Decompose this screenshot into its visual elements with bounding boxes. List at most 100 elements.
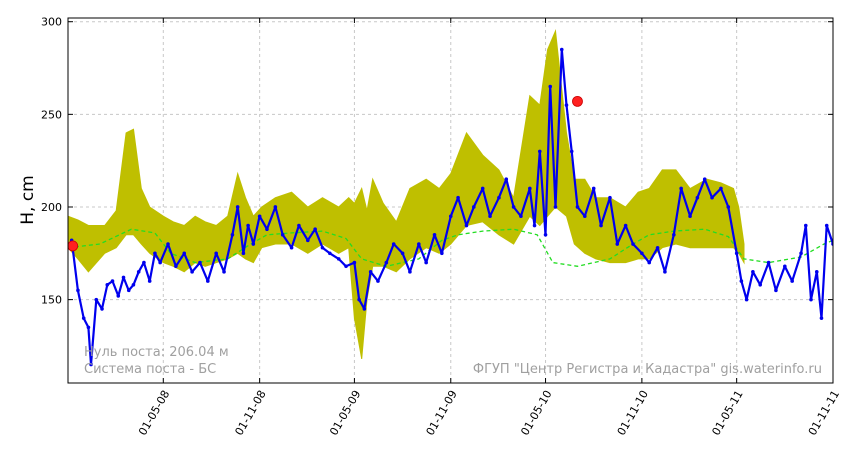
observed-point bbox=[488, 214, 492, 219]
observed-point bbox=[688, 214, 692, 219]
observed-point bbox=[564, 103, 569, 107]
observed-point bbox=[790, 279, 794, 283]
observed-point bbox=[783, 264, 787, 269]
observed-point bbox=[313, 227, 317, 232]
observed-point bbox=[273, 205, 278, 209]
observed-point bbox=[472, 205, 476, 209]
observed-point bbox=[158, 260, 162, 265]
observed-point bbox=[241, 251, 246, 256]
observed-point bbox=[100, 307, 104, 311]
observed-point bbox=[726, 205, 731, 209]
observed-point bbox=[569, 149, 574, 154]
observed-point bbox=[174, 264, 178, 269]
observed-point bbox=[511, 205, 516, 209]
observed-point bbox=[352, 260, 357, 265]
observed-point bbox=[265, 227, 269, 232]
observed-point bbox=[631, 242, 635, 246]
observed-point bbox=[182, 251, 187, 256]
observed-point bbox=[548, 84, 553, 89]
observed-point bbox=[824, 223, 829, 228]
y-tick-label: 250 bbox=[41, 108, 62, 121]
observed-point bbox=[774, 288, 778, 293]
height-system-note: Система поста - БС bbox=[84, 362, 216, 377]
observed-point bbox=[575, 205, 580, 209]
observed-point bbox=[679, 186, 683, 191]
observed-point bbox=[803, 223, 808, 228]
observed-point bbox=[368, 270, 373, 274]
observed-point bbox=[663, 270, 667, 274]
observed-point bbox=[320, 245, 325, 250]
observed-point bbox=[76, 288, 80, 293]
observed-point bbox=[583, 214, 587, 219]
observed-point bbox=[543, 232, 548, 237]
observed-point bbox=[710, 195, 714, 200]
observed-point bbox=[608, 195, 612, 200]
observed-point bbox=[695, 195, 700, 200]
observed-point bbox=[456, 195, 460, 200]
observed-point bbox=[190, 270, 194, 274]
observed-point bbox=[131, 283, 136, 287]
observed-point bbox=[116, 294, 121, 298]
observed-point bbox=[744, 297, 749, 302]
observed-point bbox=[814, 270, 819, 274]
observed-point bbox=[559, 47, 564, 52]
observed-point bbox=[126, 288, 131, 293]
observed-point bbox=[344, 264, 348, 269]
observed-point bbox=[246, 223, 250, 228]
observed-point bbox=[448, 214, 453, 219]
observed-point bbox=[408, 270, 412, 274]
observed-point bbox=[640, 251, 644, 256]
observed-point bbox=[142, 260, 146, 265]
observed-point bbox=[480, 186, 485, 191]
observed-point bbox=[819, 316, 824, 320]
plot-area bbox=[68, 29, 833, 367]
observed-point bbox=[497, 195, 501, 200]
observed-point bbox=[532, 223, 537, 228]
y-tick-label: 150 bbox=[41, 294, 62, 307]
observed-point bbox=[362, 307, 367, 311]
observed-point bbox=[376, 279, 380, 283]
observed-point bbox=[297, 223, 301, 228]
observed-point bbox=[758, 283, 763, 287]
highlight-marker bbox=[572, 95, 583, 107]
observed-point bbox=[222, 270, 226, 274]
observed-point bbox=[751, 270, 755, 274]
observed-point bbox=[553, 205, 558, 209]
observed-point bbox=[147, 279, 152, 283]
observed-point bbox=[519, 214, 523, 219]
observed-point bbox=[719, 186, 723, 191]
observed-point bbox=[306, 238, 310, 243]
observed-point bbox=[86, 325, 91, 330]
observed-point bbox=[504, 177, 509, 181]
observed-point bbox=[655, 245, 660, 250]
observed-point bbox=[440, 251, 444, 256]
observed-point bbox=[251, 242, 256, 246]
observed-point bbox=[328, 251, 332, 256]
norm-line bbox=[68, 228, 833, 267]
observed-point bbox=[110, 279, 115, 283]
observed-point bbox=[121, 275, 126, 280]
observed-point bbox=[153, 251, 157, 256]
observed-point bbox=[424, 260, 428, 265]
observed-point bbox=[799, 251, 803, 256]
zero-level-note: Нуль поста: 206.04 м bbox=[84, 345, 229, 360]
observed-point bbox=[766, 260, 771, 265]
observed-point bbox=[432, 232, 437, 237]
observed-point bbox=[94, 297, 99, 302]
observed-point bbox=[198, 260, 202, 265]
observed-point bbox=[166, 242, 170, 246]
observed-point bbox=[464, 223, 469, 228]
observed-point bbox=[417, 242, 421, 246]
observed-point bbox=[702, 177, 707, 181]
observed-point bbox=[235, 205, 240, 209]
observed-point bbox=[280, 232, 285, 237]
observed-point bbox=[599, 223, 603, 228]
observed-point bbox=[105, 283, 110, 287]
observed-line bbox=[68, 48, 833, 366]
observed-point bbox=[206, 279, 210, 283]
observed-point bbox=[81, 316, 86, 320]
observed-point bbox=[537, 149, 542, 154]
observed-point bbox=[357, 297, 361, 302]
observed-point bbox=[89, 362, 93, 367]
